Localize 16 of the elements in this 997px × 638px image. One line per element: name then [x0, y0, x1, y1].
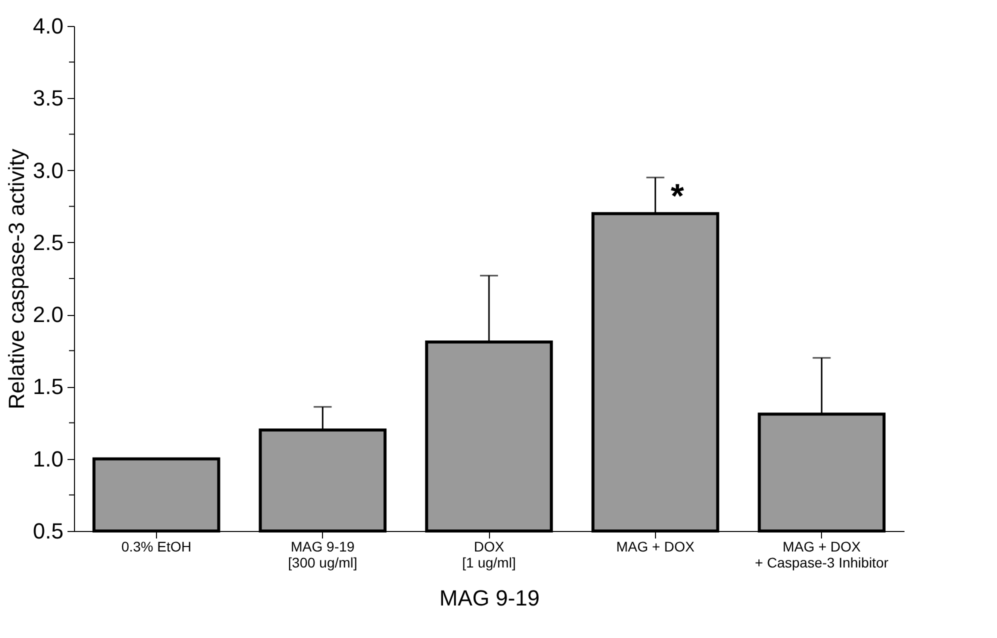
y-tick-label: 1.5 [32, 374, 64, 400]
x-axis-title: MAG 9-19 [439, 586, 540, 610]
y-tick-label: 3.0 [32, 158, 64, 183]
y-tick-label: 3.5 [32, 86, 64, 111]
annotation: * [670, 178, 685, 216]
y-tick-label: 0.5 [32, 518, 64, 544]
y-tick-label: 4.0 [32, 14, 64, 38]
y-tick-label: 2.5 [32, 230, 64, 255]
x-tick-label: DOX [1 ug/ml] [462, 538, 516, 570]
x-tick-label: MAG + DOX + Caspase-3 Inhibitor [754, 538, 889, 570]
y-tick-label: 1.0 [32, 446, 64, 472]
y-tick-label: 2.0 [32, 302, 64, 328]
y-axis-title: Relative caspase-3 activity [4, 148, 29, 410]
x-tick-label: 0.3% EtOH [121, 538, 192, 554]
x-tick-label: MAG + DOX [616, 538, 696, 554]
x-tick-label: MAG 9-19 [300 ug/ml] [288, 538, 358, 570]
